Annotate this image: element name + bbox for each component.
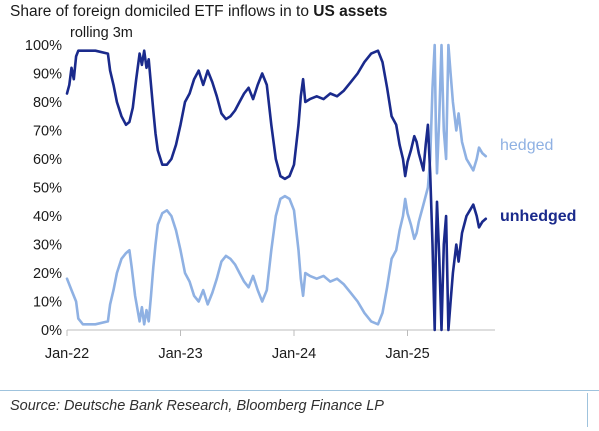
chart-title: Share of foreign domiciled ETF inflows i… <box>10 3 387 21</box>
series-line-hedged <box>65 43 488 326</box>
series-layer <box>65 43 488 332</box>
y-tick-label: 80% <box>33 95 62 111</box>
y-tick-label: 50% <box>33 181 62 197</box>
y-tick-label: 0% <box>41 323 62 339</box>
y-tick-label: 100% <box>25 38 62 54</box>
x-tick-label: Jan-23 <box>158 346 202 362</box>
y-tick-label: 10% <box>33 295 62 311</box>
y-axis: 0% 10% 20% 30% 40% 50% 60% 70% 80% 90% 100% <box>25 38 62 339</box>
x-axis: Jan-22 Jan-23 Jan-24 Jan-25 <box>45 329 495 362</box>
legend-label-hedged: hedged <box>500 137 553 154</box>
y-tick-label: 30% <box>33 238 62 254</box>
y-tick-label: 20% <box>33 266 62 282</box>
series-line-unhedged <box>65 49 488 332</box>
y-tick-label: 90% <box>33 67 62 83</box>
chart-title-bold: US assets <box>313 3 388 20</box>
x-tick-label: Jan-24 <box>272 346 316 362</box>
x-tick-label: Jan-22 <box>45 346 89 362</box>
source-edge-line <box>587 393 588 427</box>
legend: hedged unhedged <box>500 137 576 225</box>
chart-title-prefix: Share of foreign domiciled ETF inflows i… <box>10 3 314 20</box>
x-tick-label: Jan-25 <box>385 346 429 362</box>
line-chart: rolling 3m 0% 10% 20% 30% 40% 50% 60% 70% 80% 90%… <box>25 25 577 362</box>
source-note: Source: Deutsche Bank Research, Bloomber… <box>10 398 384 414</box>
legend-label-unhedged: unhedged <box>500 208 576 225</box>
source-divider <box>0 390 599 391</box>
y-tick-label: 40% <box>33 209 62 225</box>
chart-subtitle: rolling 3m <box>70 25 133 41</box>
y-tick-label: 60% <box>33 152 62 168</box>
y-tick-label: 70% <box>33 124 62 140</box>
